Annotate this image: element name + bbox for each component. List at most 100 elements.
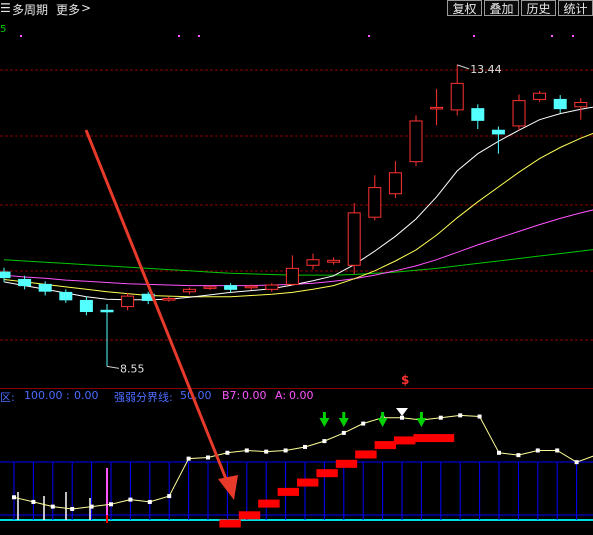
candle-body — [224, 285, 238, 290]
more-button[interactable]: 更多 — [56, 3, 81, 17]
down-arrow-stem — [322, 412, 326, 418]
candle-body — [79, 299, 93, 313]
strength-bar — [277, 487, 299, 496]
indicator-point — [535, 448, 540, 453]
indicator-point — [50, 504, 55, 509]
indicator-point — [341, 430, 346, 435]
candles — [0, 64, 588, 367]
indicator-value-5: 0.00 — [289, 389, 314, 402]
low-price-leader — [106, 365, 120, 369]
strength-bar — [258, 499, 280, 508]
down-arrow-stem — [419, 412, 423, 418]
indicator-point — [555, 448, 560, 453]
candle — [306, 253, 320, 270]
candle — [121, 293, 135, 311]
candle-body — [553, 98, 567, 110]
candle-body — [18, 278, 32, 287]
candle-body — [285, 267, 299, 285]
candle — [430, 88, 444, 126]
candle-body — [388, 172, 402, 195]
strength-bar — [316, 469, 338, 478]
candle-body — [409, 120, 423, 163]
candlestick-chart[interactable]: 5 13.44 8.55 $ — [0, 18, 593, 388]
strength-bar — [413, 434, 435, 443]
adjust-rights-button[interactable]: 复权 — [447, 0, 482, 16]
low-price-label: 8.55 — [120, 362, 145, 375]
down-arrow-icon — [416, 418, 427, 427]
down-arrow-stem — [381, 412, 385, 418]
candle-body — [450, 82, 464, 111]
candle-body — [265, 284, 279, 290]
indicator-point — [206, 455, 210, 460]
multi-period-button[interactable]: 多周期 — [12, 3, 49, 17]
indicator-value-4: 0.00 — [242, 389, 267, 402]
down-arrow-stem — [342, 412, 346, 418]
indicator-point — [12, 495, 16, 500]
indicator-point — [477, 414, 482, 419]
candle-body — [368, 187, 382, 218]
indicator-point — [283, 448, 288, 453]
indicator-point — [31, 499, 36, 504]
top-marker-dot — [551, 35, 553, 37]
indicator-point — [458, 413, 463, 418]
candle — [224, 283, 238, 293]
top-marker-dot — [20, 35, 22, 37]
indicator-point — [438, 415, 443, 420]
overlay-button[interactable]: 叠加 — [484, 0, 519, 16]
indicator-point — [225, 450, 230, 455]
candle — [553, 95, 567, 113]
indicator-point — [303, 444, 307, 449]
top-marker-dot — [368, 35, 370, 37]
candle-body — [59, 291, 73, 301]
candle — [533, 90, 547, 102]
candle-body — [491, 129, 505, 135]
indicator-point — [89, 504, 94, 509]
indicator-label-1: 区: — [0, 391, 15, 404]
strength-bar — [219, 519, 241, 528]
top-marker-dot — [473, 35, 475, 37]
candle-body — [162, 298, 176, 301]
candle-body — [512, 100, 526, 127]
indicator-point — [322, 439, 327, 444]
indicator-point — [128, 497, 133, 502]
candle — [285, 255, 299, 286]
strength-bar — [297, 478, 319, 487]
history-button[interactable]: 历史 — [521, 0, 556, 16]
candle — [38, 281, 52, 296]
indicator-point — [186, 456, 191, 461]
candle — [450, 64, 464, 116]
chart-toolbar: ☰ 多周期 更多 > 复权 叠加 历史 统计 — [0, 0, 593, 18]
indicator-chart[interactable] — [0, 388, 593, 535]
candle-body — [141, 293, 155, 301]
top-marker-dot — [572, 35, 574, 37]
indicator-point — [400, 415, 404, 420]
top-marker-dot — [198, 35, 200, 37]
down-triangle-icon — [396, 408, 408, 416]
menu-icon[interactable]: ☰ — [0, 1, 11, 15]
strength-bar — [374, 441, 396, 450]
indicator-point — [574, 460, 579, 465]
candle-body — [430, 106, 444, 110]
candle — [574, 98, 588, 120]
candle — [368, 175, 382, 221]
strength-bar — [394, 436, 416, 445]
candle-body — [182, 288, 196, 293]
indicator-point — [244, 448, 249, 453]
chevron-right-icon[interactable]: > — [81, 1, 92, 15]
candle — [347, 203, 361, 274]
candle — [0, 267, 11, 282]
candle — [491, 126, 505, 154]
high-price-label: 13.44 — [470, 63, 502, 76]
candle — [100, 304, 114, 367]
candle — [471, 104, 485, 129]
high-price-leader — [457, 64, 470, 70]
candle — [59, 289, 73, 303]
indicator-point — [264, 449, 269, 454]
candle-body — [100, 309, 114, 313]
statistics-button[interactable]: 统计 — [558, 0, 593, 16]
candle-body — [533, 92, 547, 100]
down-arrow-icon — [319, 418, 330, 427]
candle — [409, 115, 423, 166]
candle — [244, 284, 258, 290]
candle — [18, 275, 32, 290]
